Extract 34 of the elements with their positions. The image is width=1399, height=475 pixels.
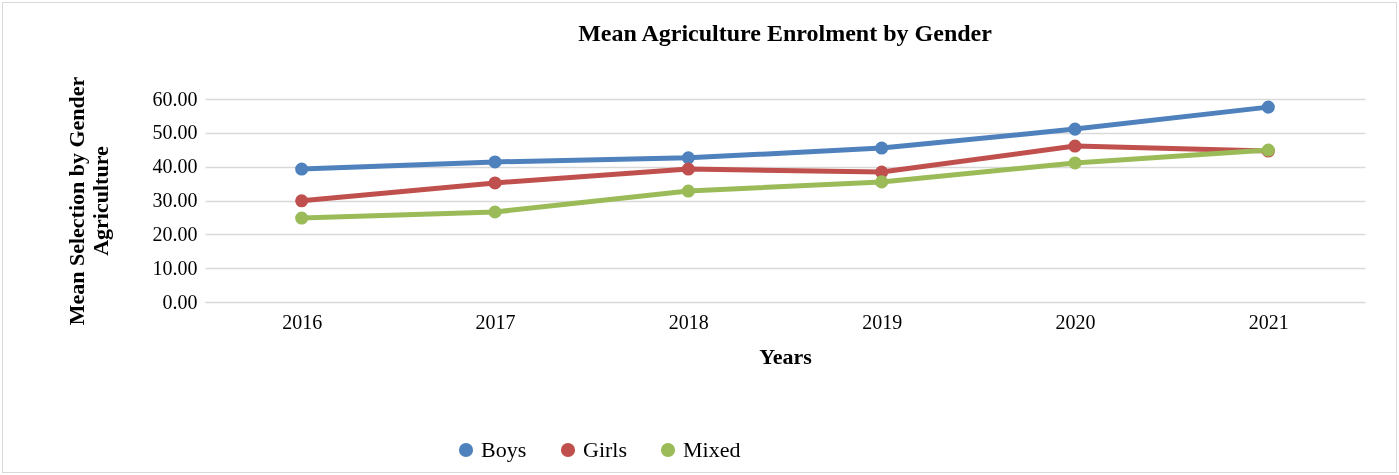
x-axis-title: Years: [759, 343, 813, 369]
point: [681, 184, 695, 198]
x-tick-label: 2021: [1248, 310, 1289, 333]
legend-label: Girls: [583, 437, 627, 462]
legend-label: Boys: [481, 437, 527, 462]
y-tick-label: 40.00: [152, 155, 198, 178]
y-axis-title: Mean Selection by Gender Agriculture: [63, 76, 113, 326]
x-tick-label: 2020: [1055, 310, 1096, 333]
point: [681, 151, 695, 165]
point: [295, 211, 309, 225]
y-tick-label: 50.00: [152, 121, 198, 144]
point: [488, 176, 502, 190]
y-tick-label: 60.00: [152, 87, 198, 110]
y-tick-label: 30.00: [152, 189, 198, 211]
point: [1261, 100, 1275, 114]
point: [295, 162, 309, 176]
point: [488, 155, 502, 169]
point: [1068, 156, 1082, 170]
point: [681, 162, 695, 176]
point: [1068, 139, 1082, 153]
point: [1068, 122, 1082, 136]
y-tick-label: 20.00: [152, 222, 198, 245]
x-tick-label: 2016: [282, 310, 323, 333]
y-tick-label: 0.00: [162, 290, 198, 313]
point: [875, 141, 889, 155]
chart-title: Mean Agriculture Enrolment by Gender: [578, 20, 993, 47]
point: [295, 194, 309, 208]
point: [488, 205, 502, 219]
y-tick-label: 10.00: [152, 256, 198, 279]
point: [875, 175, 889, 189]
x-tick-label: 2019: [862, 310, 903, 333]
x-tick-label: 2018: [668, 310, 709, 333]
legend-label: Mixed: [683, 437, 741, 462]
x-tick-label: 2017: [475, 310, 516, 333]
